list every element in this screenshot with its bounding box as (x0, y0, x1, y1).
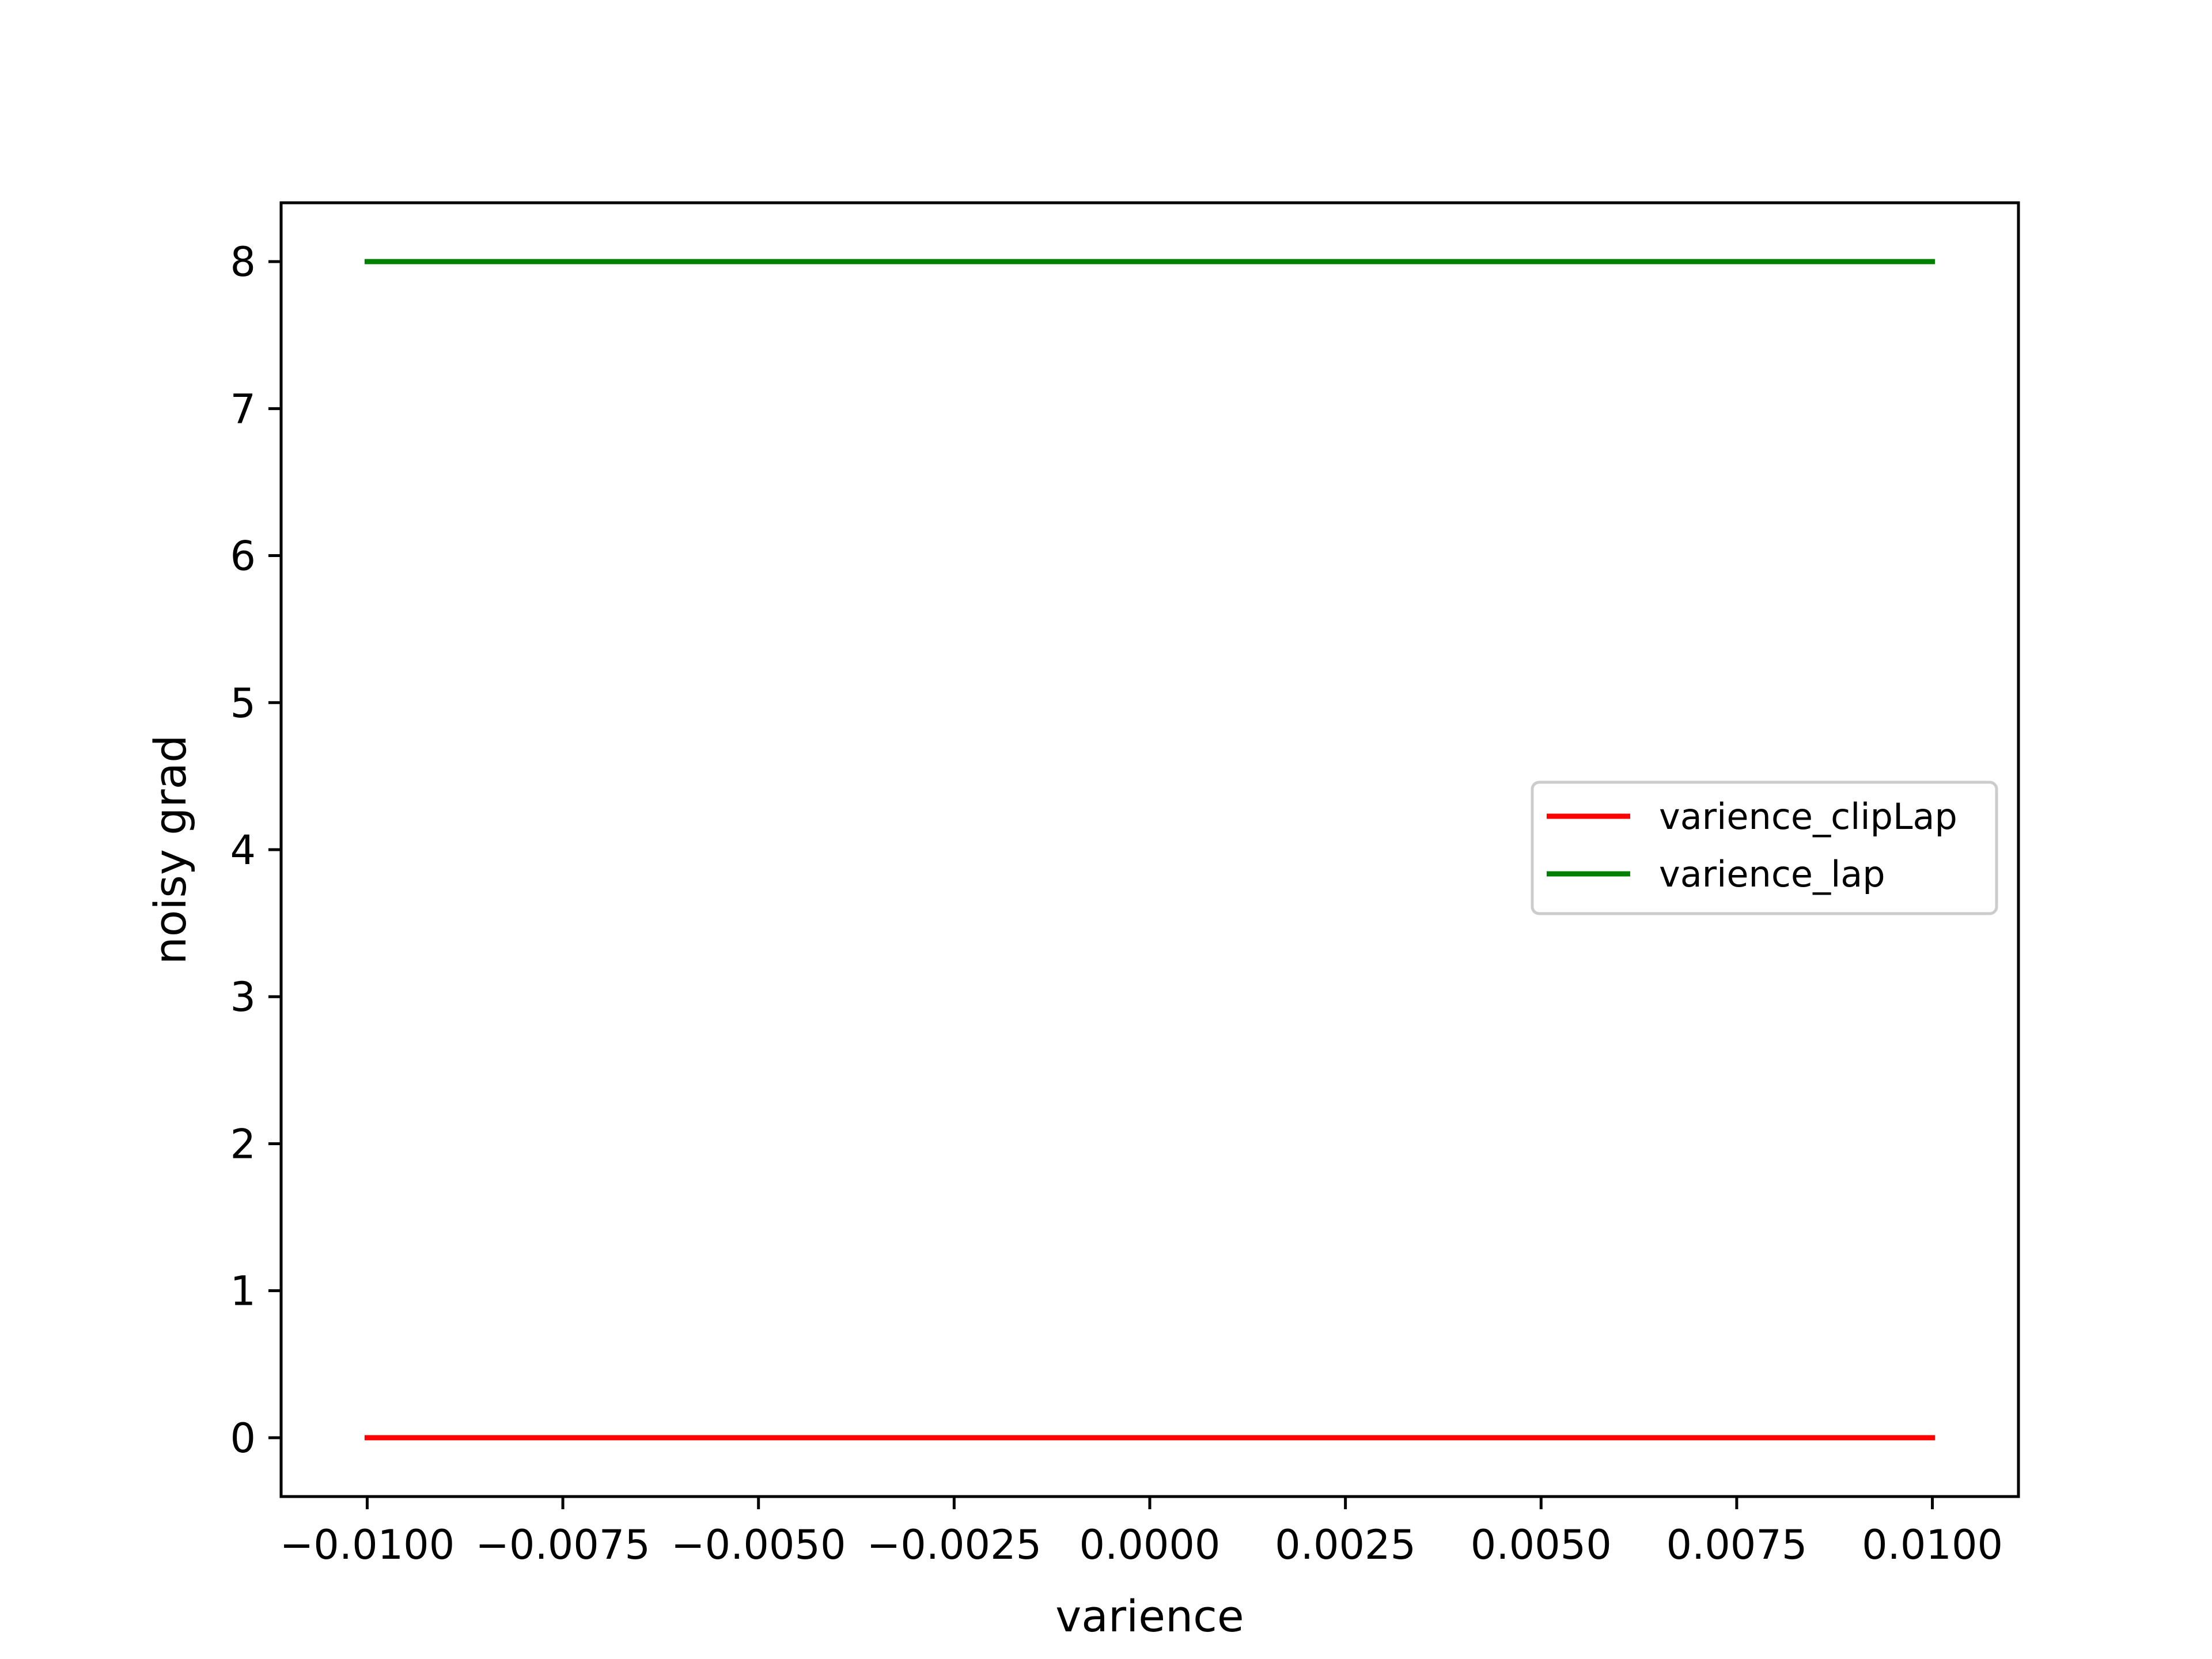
y-tick-label: 8 (230, 238, 256, 286)
y-tick-label: 2 (230, 1120, 256, 1168)
legend-label: varience_clipLap (1659, 796, 1957, 838)
y-tick-label: 6 (230, 533, 256, 580)
y-tick-label: 5 (230, 680, 256, 727)
x-tick-label: −0.0050 (671, 1521, 846, 1569)
series-layer (364, 259, 1936, 1441)
y-tick-label: 4 (230, 827, 256, 874)
legend-entries: varience_clipLap varience_lap (1547, 796, 1957, 895)
x-axis-label: varience (1055, 1590, 1244, 1642)
x-tick-label: 0.0025 (1275, 1521, 1416, 1569)
x-tick-label: 0.0050 (1471, 1521, 1612, 1569)
x-tick-label: −0.0100 (280, 1521, 455, 1569)
x-tick-label: 0.0000 (1080, 1521, 1221, 1569)
x-tick-label: −0.0075 (475, 1521, 650, 1569)
legend: varience_clipLap varience_lap (1531, 781, 1998, 915)
y-tick-label: 1 (230, 1268, 256, 1315)
x-tick-label: 0.0075 (1666, 1521, 1807, 1569)
x-tick-label: 0.0100 (1862, 1521, 2003, 1569)
y-tick-label: 7 (230, 385, 256, 433)
y-axis-label: noisy grad (145, 735, 196, 965)
y-tick-label: 0 (230, 1415, 256, 1462)
legend-label: varience_lap (1659, 853, 1885, 895)
legend-box (1531, 781, 1998, 915)
x-tick-label: −0.0025 (867, 1521, 1042, 1569)
y-tick-label: 3 (230, 974, 256, 1021)
x-axis-ticks: −0.0100 −0.0075 −0.0050 −0.0025 0.0000 0.0025… (280, 1497, 2003, 1569)
y-axis-ticks: 0 1 2 3 4 5 6 7 8 (230, 238, 281, 1462)
